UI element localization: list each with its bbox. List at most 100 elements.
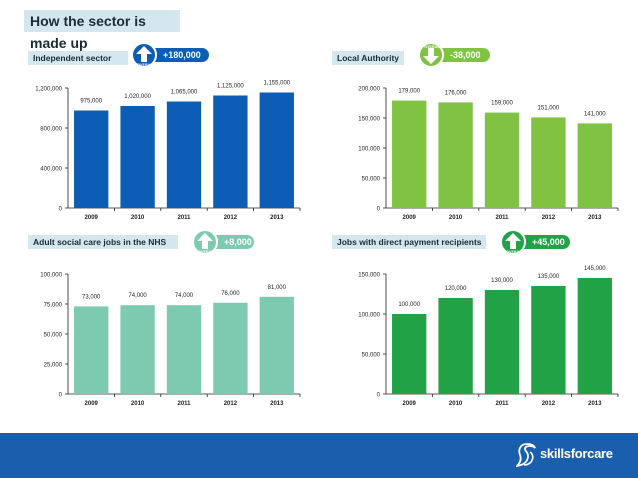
y-tick-label: 100,000	[358, 313, 380, 319]
bar	[484, 112, 520, 208]
bar-value-label: 1,155,000	[263, 81, 290, 87]
x-tick-label: 2011	[177, 215, 191, 221]
y-tick-label: 50,000	[362, 353, 381, 359]
bar-value-label: 145,000	[584, 266, 606, 272]
x-tick-label: 2012	[224, 401, 238, 407]
bar-value-label: 135,000	[538, 274, 560, 280]
bar-value-label: 975,000	[80, 99, 102, 105]
bar	[259, 296, 294, 394]
bar-value-label: 1,125,000	[217, 84, 244, 90]
y-tick-label: 200,000	[358, 87, 380, 93]
bar	[577, 123, 612, 208]
x-tick-label: 2011	[177, 401, 191, 407]
x-tick-label: 2012	[542, 401, 556, 407]
badge-circle: OVERALL	[192, 229, 218, 255]
bar	[120, 305, 155, 394]
x-tick-label: 2013	[270, 401, 284, 407]
chart-local-authority: 0 50,000 100,000 150,000 200,000 179,000 2009 1…	[358, 87, 619, 221]
bar	[438, 298, 473, 394]
x-tick-label: 2009	[403, 215, 417, 221]
bar-value-label: 81,000	[268, 285, 287, 291]
x-tick-label: 2013	[588, 215, 602, 221]
y-tick-label: 0	[377, 393, 381, 399]
panel-title-independent-sector: Independent sector	[28, 51, 128, 65]
bar-value-label: 100,000	[398, 302, 420, 308]
badge-word: OVERALL	[506, 250, 524, 254]
bar-value-label: 179,000	[398, 89, 420, 95]
logo-text: skillsforcare	[540, 446, 613, 461]
y-tick-label: 150,000	[358, 273, 380, 279]
bar	[74, 306, 109, 394]
x-tick-label: 2013	[588, 401, 602, 407]
bar-value-label: 120,000	[445, 286, 467, 292]
bar	[213, 302, 248, 394]
y-tick-label: 100,000	[358, 147, 380, 153]
y-tick-label: 400,000	[40, 167, 62, 173]
x-tick-label: 2010	[449, 215, 463, 221]
y-tick-label: 0	[59, 393, 63, 399]
change-value: +180,000	[163, 50, 201, 60]
y-tick-label: 1,200,000	[35, 87, 62, 93]
bar-value-label: 76,000	[221, 291, 240, 297]
bar-value-label: 74,000	[175, 293, 194, 299]
bar-value-label: 1,065,000	[171, 90, 198, 96]
page-title: How the sector is made up	[24, 10, 180, 51]
skillsforcare-logo[interactable]: skillsforcare	[514, 442, 626, 468]
x-tick-label: 2011	[495, 215, 509, 221]
badge-word: OVERALL	[198, 250, 216, 254]
y-tick-label: 0	[377, 207, 381, 213]
y-tick-label: 50,000	[44, 333, 63, 339]
y-tick-label: 25,000	[44, 363, 63, 369]
bar-value-label: 141,000	[584, 111, 606, 117]
chart-nhs: 0 25,000 50,000 75,000 100,000 73,000 2009 74,0…	[40, 273, 301, 407]
chart-direct-payment: 0 50,000 100,000 150,000 100,000 2009 120,000 2…	[358, 266, 619, 407]
bar	[438, 102, 473, 208]
y-tick-label: 800,000	[40, 127, 62, 133]
badge-circle: OVERALL	[500, 229, 526, 255]
badge-word: OVERALL	[137, 63, 155, 67]
x-tick-label: 2009	[403, 401, 417, 407]
bar	[392, 100, 427, 208]
y-tick-label: 75,000	[44, 303, 63, 309]
y-tick-label: 150,000	[358, 117, 380, 123]
bar	[531, 286, 566, 394]
bar-value-label: 73,000	[82, 294, 101, 300]
chart-independent-sector: 0 400,000 800,000 1,200,000 975,000 2009 1,020…	[35, 81, 301, 221]
bar	[531, 117, 566, 208]
panel-title-local-authority: Local Authority	[332, 51, 404, 65]
x-tick-label: 2010	[131, 215, 145, 221]
change-value: +8,000	[224, 237, 252, 247]
arrow-up-icon	[136, 46, 152, 62]
x-tick-label: 2010	[449, 401, 463, 407]
change-value: +45,000	[532, 237, 565, 247]
bar-value-label: 1,020,000	[124, 94, 151, 100]
bar	[74, 110, 109, 208]
x-tick-label: 2009	[85, 215, 99, 221]
arrow-down-icon	[423, 48, 439, 64]
bar	[392, 314, 427, 394]
bar-value-label: 74,000	[128, 293, 147, 299]
bar	[166, 305, 202, 394]
x-tick-label: 2012	[542, 215, 556, 221]
bar-value-label: 159,000	[491, 101, 513, 107]
badge-circle: OVERALL	[131, 42, 157, 68]
bar	[484, 290, 520, 394]
arrow-up-icon	[505, 233, 521, 249]
x-tick-label: 2011	[495, 401, 509, 407]
bar-value-label: 151,000	[538, 105, 560, 111]
y-tick-label: 0	[59, 207, 63, 213]
panel-title-direct-payment: Jobs with direct payment recipients	[332, 235, 486, 249]
arrow-up-icon	[197, 233, 213, 249]
x-tick-label: 2013	[270, 215, 284, 221]
bar-value-label: 130,000	[491, 278, 513, 284]
y-tick-label: 100,000	[40, 273, 62, 279]
x-tick-label: 2009	[85, 401, 99, 407]
y-tick-label: 50,000	[362, 177, 381, 183]
bar	[213, 95, 248, 208]
bar	[259, 92, 294, 208]
bar-value-label: 176,000	[445, 90, 467, 96]
bar	[120, 106, 155, 208]
bar	[166, 101, 202, 208]
badge-circle: OVERALL	[418, 42, 444, 68]
panel-title-nhs: Adult social care jobs in the NHS	[28, 235, 178, 249]
